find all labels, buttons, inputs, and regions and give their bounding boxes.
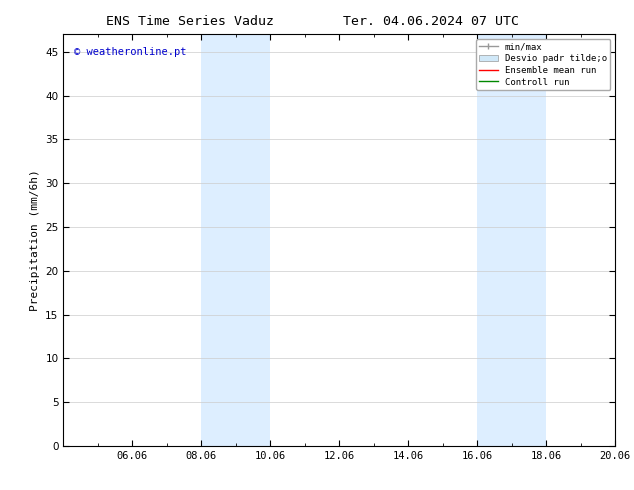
Bar xyxy=(202,34,270,446)
Bar xyxy=(477,34,546,446)
Text: ENS Time Series Vaduz: ENS Time Series Vaduz xyxy=(107,15,274,28)
Legend: min/max, Desvio padr tilde;o, Ensemble mean run, Controll run: min/max, Desvio padr tilde;o, Ensemble m… xyxy=(476,39,611,90)
Text: © weatheronline.pt: © weatheronline.pt xyxy=(74,47,187,57)
Text: Ter. 04.06.2024 07 UTC: Ter. 04.06.2024 07 UTC xyxy=(343,15,519,28)
Y-axis label: Precipitation (mm/6h): Precipitation (mm/6h) xyxy=(30,169,40,311)
